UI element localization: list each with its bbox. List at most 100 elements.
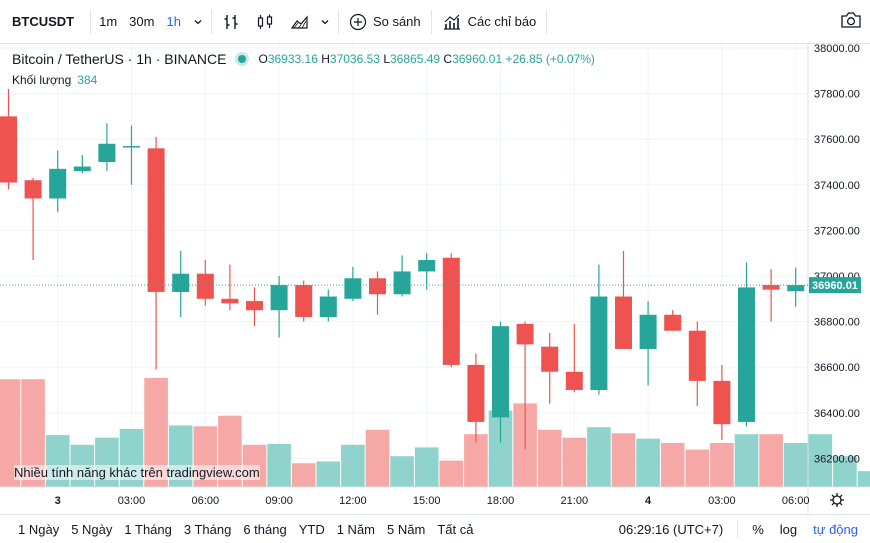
price-tick-label: 37600.00 bbox=[814, 134, 860, 146]
candle-body bbox=[270, 285, 288, 311]
volume-bar bbox=[611, 433, 636, 487]
high-key: H bbox=[321, 52, 330, 66]
candle-body bbox=[516, 323, 534, 345]
volume-bar bbox=[537, 429, 562, 487]
last-price-label: 36960.01 bbox=[812, 280, 858, 292]
time-tick-label: 3 bbox=[55, 495, 61, 507]
area-type-button[interactable] bbox=[282, 0, 314, 44]
top-toolbar: BTCUSDT 1m 30m 1h So sánh bbox=[0, 0, 870, 44]
clock-timezone[interactable]: 06:29:16 (UTC+7) bbox=[618, 521, 724, 537]
volume-bar bbox=[390, 456, 414, 487]
bottom-divider bbox=[737, 520, 739, 538]
volume-bar bbox=[562, 437, 587, 487]
volume-bar bbox=[734, 434, 759, 487]
volume-value: 384 bbox=[77, 73, 98, 87]
time-tick-label: 12:00 bbox=[339, 495, 367, 507]
volume-bar bbox=[144, 377, 168, 487]
volume-bar bbox=[636, 438, 660, 487]
low-value: 36865.49 bbox=[390, 52, 441, 66]
candles-icon bbox=[257, 14, 273, 29]
timeframe-30m[interactable]: 30m bbox=[129, 14, 155, 29]
candle-body bbox=[492, 326, 509, 418]
toolbar-divider bbox=[337, 9, 339, 34]
volume-bar bbox=[685, 449, 710, 487]
chart-type-dropdown[interactable] bbox=[314, 0, 336, 44]
volume-bar bbox=[783, 443, 808, 487]
volume-bar bbox=[808, 434, 833, 487]
high-value: 37036.53 bbox=[329, 52, 380, 66]
auto-scale-toggle[interactable]: tự động bbox=[813, 521, 858, 537]
candle-body bbox=[24, 180, 42, 199]
compare-button[interactable]: So sánh bbox=[341, 0, 429, 44]
time-tick-label: 03:00 bbox=[708, 495, 736, 507]
time-tick-label: 4 bbox=[645, 495, 652, 507]
toolbar-divider bbox=[210, 9, 212, 34]
percent-scale-toggle[interactable]: % bbox=[752, 521, 764, 537]
candle-body bbox=[295, 285, 313, 318]
chart-area[interactable]: 38000.00 37800.00 37600.00 37400.00 37200.00… bbox=[0, 44, 870, 514]
range-6m[interactable]: 6 tháng bbox=[243, 521, 287, 537]
timeframe-1m[interactable]: 1m bbox=[99, 14, 118, 29]
price-tick-label: 36400.00 bbox=[814, 408, 860, 420]
price-chart[interactable]: 38000.00 37800.00 37600.00 37400.00 37200.00… bbox=[0, 44, 870, 514]
range-all[interactable]: Tất cả bbox=[437, 521, 474, 537]
candle-body bbox=[147, 148, 165, 292]
area-chart-icon bbox=[290, 14, 308, 29]
toolbar-divider bbox=[90, 9, 92, 34]
volume-bar bbox=[833, 456, 857, 487]
plus-circle-icon bbox=[349, 13, 367, 30]
candle-body bbox=[467, 364, 485, 422]
candles-type-button[interactable] bbox=[248, 0, 282, 44]
range-3m[interactable]: 3 Tháng bbox=[183, 521, 232, 537]
time-tick-label: 15:00 bbox=[413, 495, 441, 507]
price-tick-label: 36800.00 bbox=[814, 317, 860, 329]
candle-body bbox=[98, 143, 116, 162]
price-tick-label: 37400.00 bbox=[814, 180, 860, 192]
time-tick-label: 21:00 bbox=[561, 495, 589, 507]
indicators-button[interactable]: Các chỉ báo bbox=[434, 0, 545, 44]
candle-body bbox=[246, 301, 263, 311]
close-key: C bbox=[443, 52, 453, 66]
range-5y[interactable]: 5 Năm bbox=[387, 521, 426, 537]
close-value: 36960.01 bbox=[452, 52, 503, 66]
time-tick-label: 09:00 bbox=[265, 495, 293, 507]
volume-bar bbox=[291, 463, 316, 487]
candle-body bbox=[369, 278, 386, 295]
price-tick-label: 37800.00 bbox=[814, 89, 860, 101]
candle-body bbox=[123, 146, 140, 148]
price-tick-label: 38000.00 bbox=[814, 44, 860, 55]
bar-type-button[interactable] bbox=[214, 0, 248, 44]
candle-body bbox=[49, 168, 67, 199]
open-key: O bbox=[258, 52, 268, 66]
symbol-search[interactable]: BTCUSDT bbox=[12, 14, 75, 29]
volume-bar bbox=[316, 461, 341, 487]
time-tick-label: 03:00 bbox=[118, 495, 146, 507]
range-ytd[interactable]: YTD bbox=[298, 521, 325, 537]
candle-body bbox=[0, 116, 17, 183]
range-1m[interactable]: 1 Tháng bbox=[124, 521, 172, 537]
snapshot-button[interactable] bbox=[840, 10, 862, 33]
range-5d[interactable]: 5 Ngày bbox=[71, 521, 113, 537]
volume-bar bbox=[267, 443, 291, 487]
time-tick-label: 06:00 bbox=[192, 495, 220, 507]
log-scale-toggle[interactable]: log bbox=[779, 521, 798, 537]
settings-gear-icon[interactable] bbox=[830, 493, 844, 507]
volume-bar bbox=[660, 443, 685, 487]
volume-bar bbox=[21, 379, 45, 487]
candle-body bbox=[639, 314, 657, 349]
bottom-toolbar: 1 Ngày 5 Ngày 1 Tháng 3 Tháng 6 tháng YT… bbox=[0, 514, 870, 543]
candle-body bbox=[565, 371, 583, 390]
chevron-down-icon bbox=[194, 19, 202, 24]
tradingview-promo-link[interactable]: Nhiều tính năng khác trên tradingview.co… bbox=[14, 465, 260, 480]
range-1d[interactable]: 1 Ngày bbox=[18, 521, 60, 537]
toolbar-divider bbox=[430, 9, 432, 34]
timeframe-1h[interactable]: 1h bbox=[166, 14, 181, 29]
range-1y[interactable]: 1 Năm bbox=[336, 521, 376, 537]
candle-body bbox=[664, 314, 682, 331]
volume-label: Khối lượng bbox=[12, 73, 72, 87]
volume-bar bbox=[464, 434, 488, 487]
candle-body bbox=[344, 278, 362, 299]
timeframe-dropdown[interactable] bbox=[187, 0, 209, 44]
chevron-down-icon bbox=[321, 19, 329, 24]
symbol-title: Bitcoin / TetherUS · 1h · BINANCE bbox=[12, 51, 227, 67]
